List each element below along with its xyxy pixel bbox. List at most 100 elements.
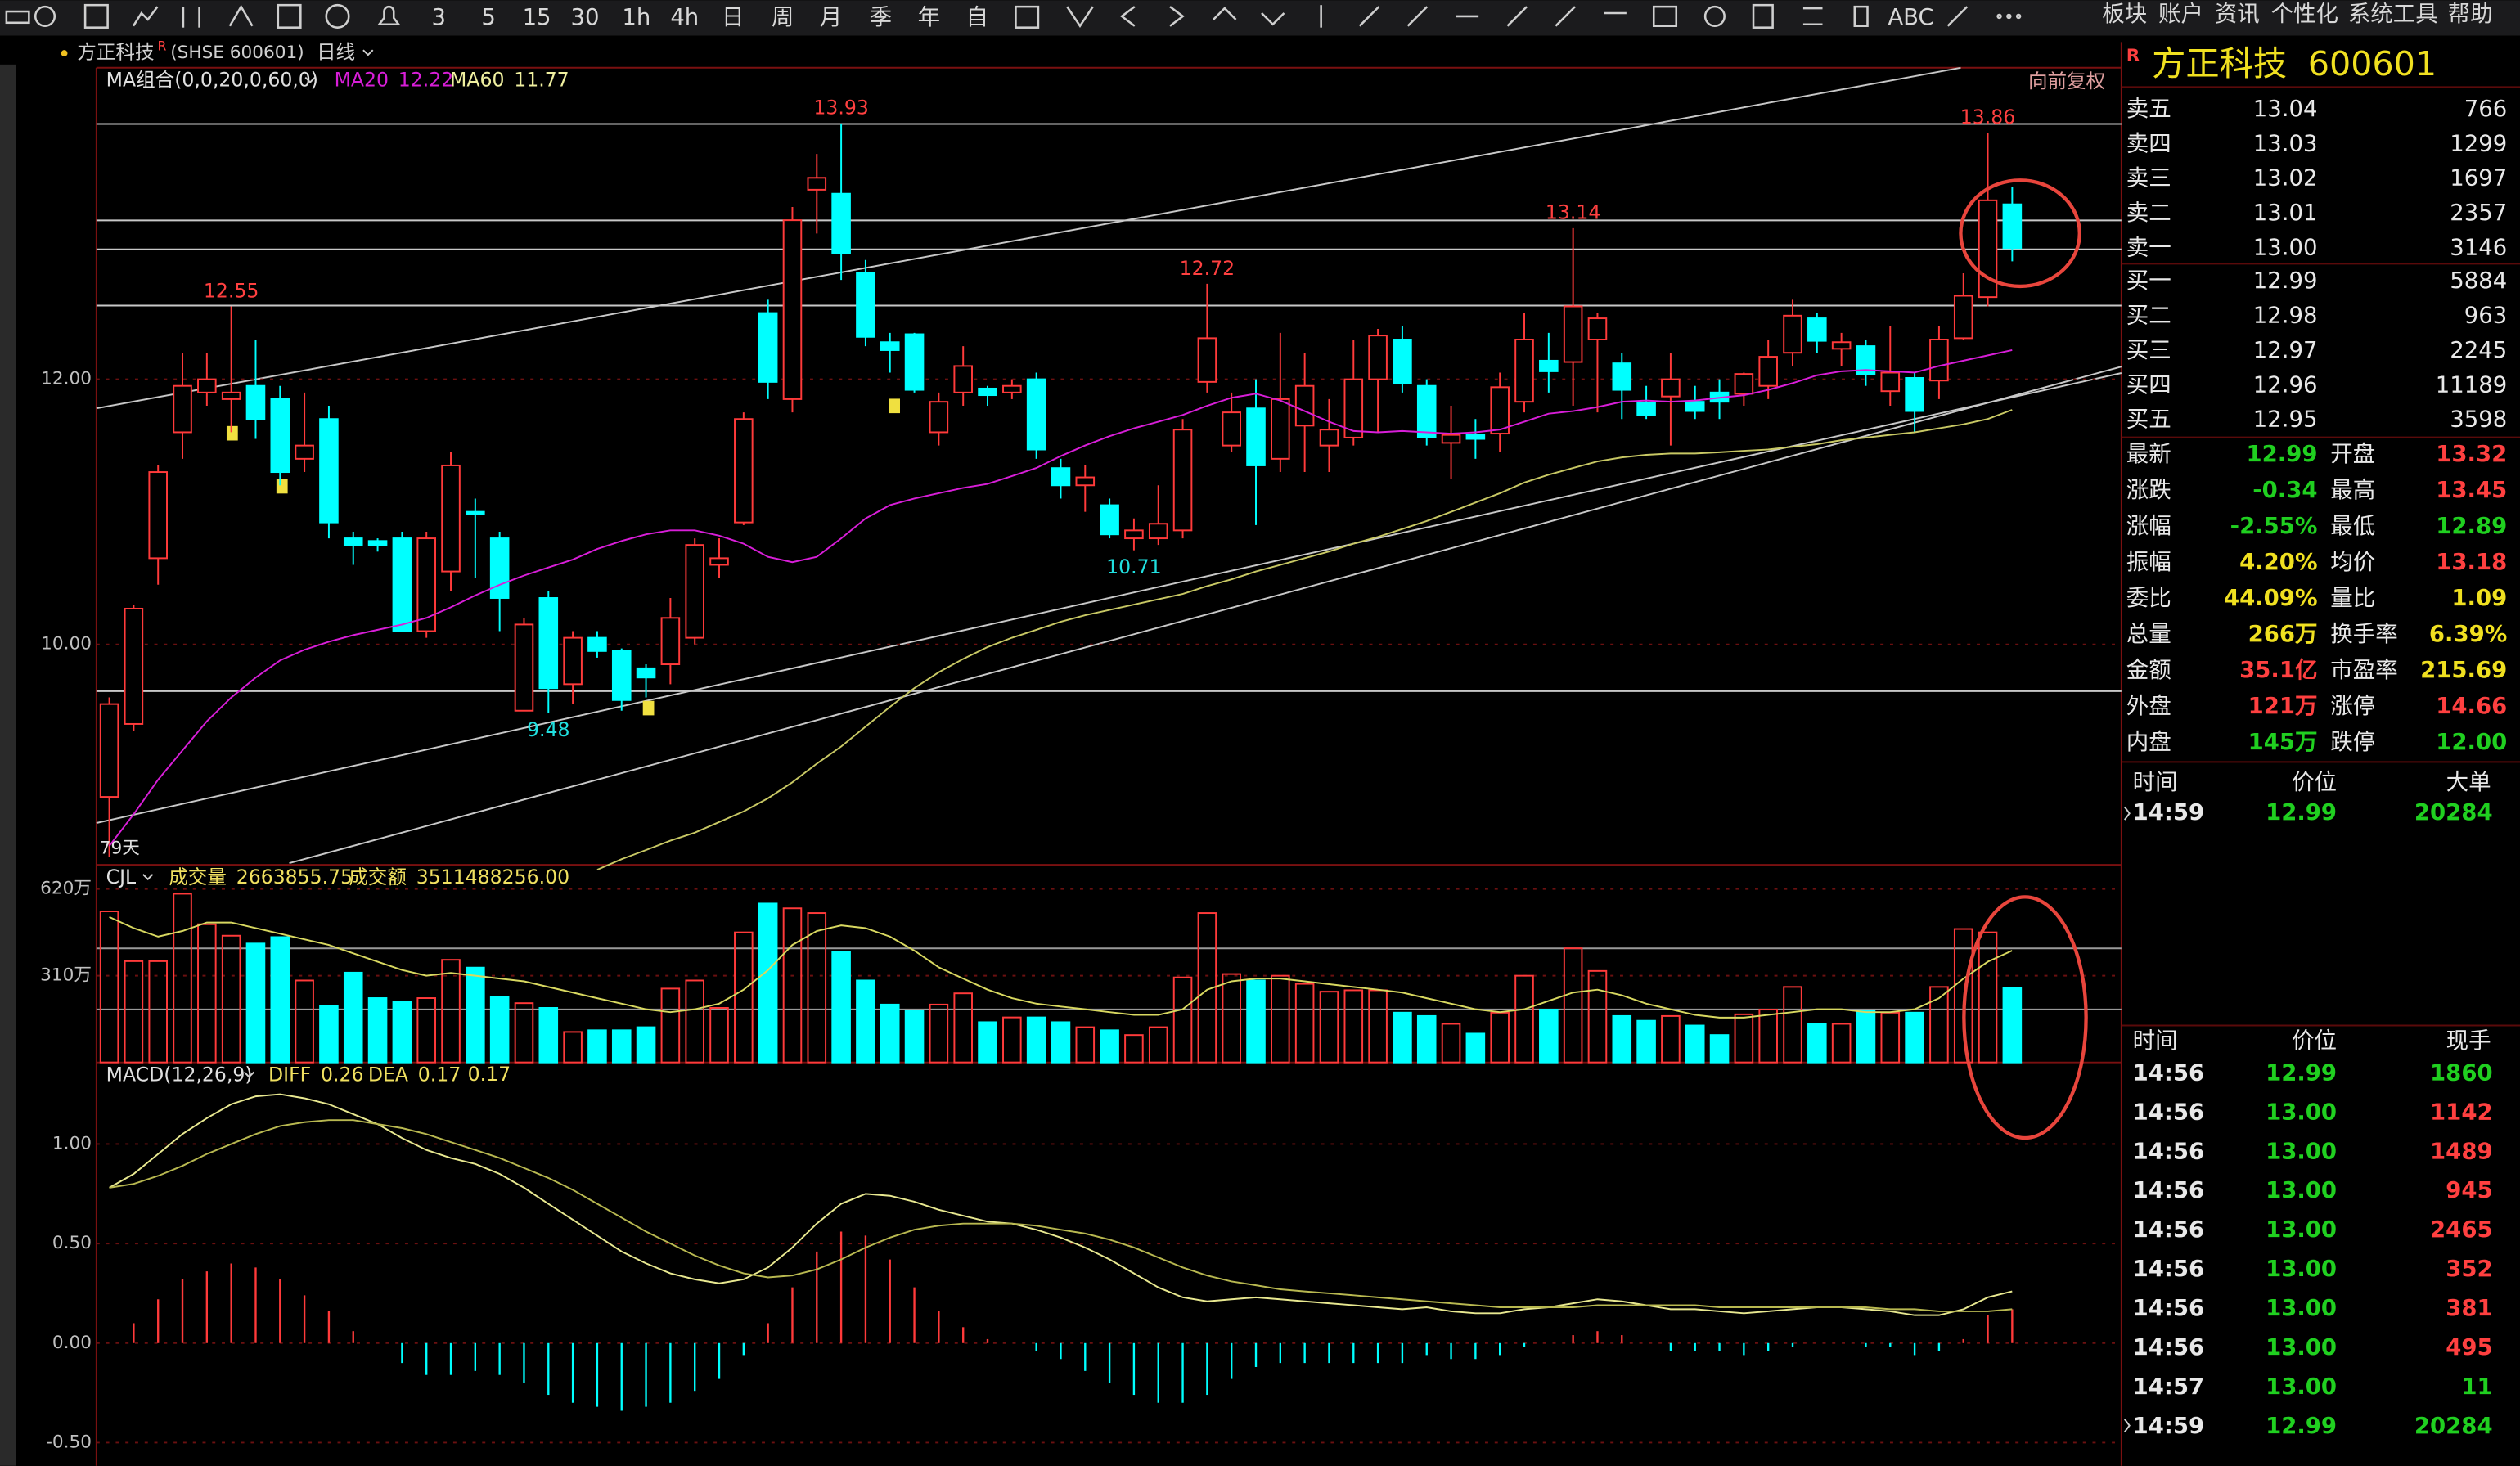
stat-value: 1.09 [2451,585,2507,611]
volume-bar [1124,1034,1144,1064]
trade-volume: 2465 [2430,1216,2493,1243]
candle-body [953,365,973,393]
legend-text: CJL [106,865,137,888]
candle-body [1636,402,1656,416]
text-tool[interactable]: ABC [1888,4,1933,30]
icon [1015,5,1040,29]
candle-body [856,272,875,338]
period-button[interactable]: 15 [523,4,551,30]
period-button[interactable]: 30 [571,4,600,30]
icon [1703,5,1726,27]
price-annotation: 12.55 [204,279,259,302]
stat-value: 13.18 [2436,549,2507,575]
stat-label: 委比 [2126,585,2171,611]
volume-bar [660,987,681,1064]
candle-body [563,636,583,686]
trade-price: 12.99 [2266,1413,2337,1439]
highlight-circle [1959,178,2081,289]
stat-label: 金额 [2126,657,2171,683]
trade-price: 13.00 [2266,1216,2337,1243]
stat-label: 均价 [2330,549,2375,575]
legend-item: 0.17 [468,1063,511,1086]
legend-text: MA60 [450,68,504,91]
icon [1406,6,1429,27]
chart-legend: CJL [106,865,137,888]
candle-body [1197,337,1217,383]
period-button[interactable]: 月 [820,4,843,30]
candle-body [1075,476,1096,487]
volume-bar [221,934,241,1064]
volume-bar [1612,1014,1632,1064]
period-button[interactable]: 周 [772,4,794,30]
quote-mark: R [2126,46,2140,66]
menu-item[interactable]: 板块 [2102,1,2147,27]
volume-bar [1905,1011,1924,1064]
volume-bar [953,992,973,1064]
trade-time: 14:57 [2133,1374,2205,1400]
icon [1169,6,1185,27]
period-button[interactable]: 日 [722,4,745,30]
note-icon [226,425,238,441]
legend-item: 成交量 2663855.75 [169,865,353,888]
icon [377,5,401,26]
chart-legend: MACD(12,26,9) [106,1063,253,1086]
legend-item: DEA 0.17 [368,1063,461,1086]
stat-value: 6.39% [2429,621,2507,647]
period-button[interactable]: 5 [481,4,496,30]
menu-item[interactable]: 资讯 [2215,1,2260,27]
period-button[interactable]: 自 [966,4,989,30]
stat-label: 最高 [2330,477,2375,503]
column-header: 价位 [2292,1028,2337,1054]
stat-label: 总量 [2126,621,2171,647]
legend-text: 成交量 [169,865,227,888]
volume-bar [148,960,168,1064]
volume-bar [978,1021,997,1064]
volume-bar [319,1005,339,1064]
icon [2006,13,2012,20]
menu-item[interactable]: 个性化 [2271,1,2339,27]
order-price: 12.98 [2253,302,2318,328]
menu-item[interactable]: 账户 [2158,1,2203,27]
period-button[interactable]: 4h [670,4,699,30]
order-level: 买四 [2126,371,2171,398]
column-header: 时间 [2133,1028,2178,1054]
candle-body [319,418,339,524]
menu-item[interactable]: 帮助 [2448,1,2493,27]
period-button[interactable]: 季 [870,4,893,30]
volume-bar [1539,1009,1559,1064]
menu-item[interactable]: 系统工具 [2348,1,2438,27]
period-button[interactable]: 1h [622,4,650,30]
icon [1853,5,1869,27]
volume-bar [611,1029,632,1064]
volume-bar [1783,986,1802,1064]
candle-body [1051,467,1071,487]
order-price: 12.95 [2253,407,2318,433]
order-price: 13.02 [2253,165,2318,191]
period-button[interactable]: 3 [432,4,446,30]
period-button[interactable]: 年 [918,4,941,30]
column-header: 时间 [2133,769,2178,795]
adjust-mode[interactable]: 向前复权 [2028,70,2105,92]
volume-bar [2002,987,2023,1064]
candle-body [1222,411,1241,447]
legend-text: 2663855.75 [236,865,353,888]
volume-bar [1465,1032,1486,1064]
volume-bar [1026,1016,1046,1064]
stat-value: 12.00 [2436,729,2507,755]
volume-bar [1709,1034,1730,1064]
candle-body [367,540,388,546]
volume-bar [1636,1019,1656,1064]
series-line [109,916,2013,1019]
candle-body [270,398,290,474]
series-line [109,1119,2013,1312]
legend-text: 12.22 [398,68,453,91]
stat-label: 最低 [2330,513,2375,539]
volume-bar [709,1007,729,1064]
stat-label: 市盈率 [2330,657,2398,683]
candle-body [1929,339,1949,382]
candle-body [1148,523,1168,540]
volume-bar [685,979,704,1064]
period-select[interactable]: 日线 [317,41,355,64]
volume-bar [1978,931,1998,1064]
